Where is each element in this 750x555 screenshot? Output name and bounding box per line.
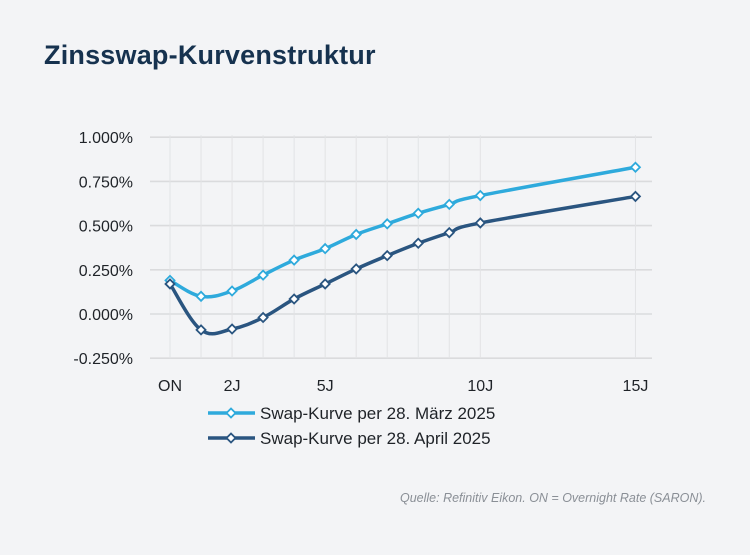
data-point-marker [629, 161, 642, 174]
data-point-marker [350, 263, 362, 275]
data-point-marker [474, 189, 487, 202]
source-note: Quelle: Refinitiv Eikon. ON = Overnight … [399, 491, 706, 505]
y-tick-label: 1.000% [79, 130, 133, 147]
data-point-marker [412, 237, 425, 250]
series-line [169, 165, 636, 299]
data-point-marker [412, 207, 425, 219]
x-tick-label: 2J [224, 378, 241, 395]
x-tick-label: 10J [467, 378, 493, 395]
data-point-marker [474, 217, 487, 229]
data-point-marker [381, 249, 393, 262]
x-tick-label: 5J [317, 378, 334, 395]
y-tick-label: 0.250% [79, 263, 133, 280]
data-point-marker [257, 311, 269, 324]
y-tick-label: 0.000% [79, 307, 133, 324]
data-point-marker [195, 290, 207, 303]
data-point-marker [164, 278, 176, 290]
legend-label: Swap-Kurve per 28. März 2025 [260, 404, 495, 423]
data-point-marker [195, 324, 207, 336]
data-point-marker [443, 226, 456, 239]
data-point-marker [257, 269, 269, 281]
legend-marker [225, 407, 237, 419]
y-tick-label: 0.750% [79, 174, 133, 191]
data-point-marker [350, 228, 362, 241]
legend-item: Swap-Kurve per 28. April 2025 [208, 429, 491, 448]
data-point-marker [226, 285, 238, 297]
data-point-marker [319, 278, 331, 290]
legend-item: Swap-Kurve per 28. März 2025 [208, 404, 495, 423]
data-point-marker [226, 323, 238, 335]
data-point-marker [288, 254, 300, 266]
x-tick-label: ON [158, 378, 182, 395]
data-point-marker [288, 293, 300, 305]
y-tick-label: 0.500% [79, 219, 133, 236]
data-point-marker [629, 190, 642, 203]
series-april [164, 190, 642, 336]
data-point-marker [319, 242, 331, 255]
data-point-marker [443, 198, 456, 211]
x-tick-label: 15J [623, 378, 649, 395]
legend-label: Swap-Kurve per 28. April 2025 [260, 429, 491, 448]
data-point-marker [381, 218, 393, 230]
series-march [164, 161, 642, 303]
chart-title: Zinsswap-Kurvenstruktur [44, 40, 376, 70]
y-tick-label: -0.250% [73, 351, 133, 368]
legend-marker [225, 432, 237, 444]
